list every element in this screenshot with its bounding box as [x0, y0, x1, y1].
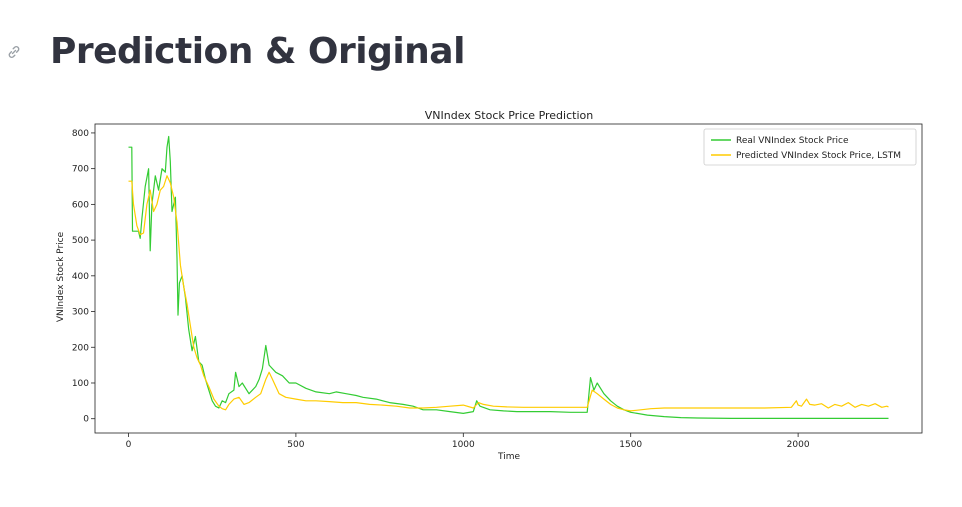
legend-label-predicted: Predicted VNIndex Stock Price, LSTM — [736, 151, 901, 161]
y-tick-label-400: 400 — [72, 272, 89, 282]
legend-label-real: Real VNIndex Stock Price — [736, 136, 849, 146]
series-line-real — [128, 135, 889, 419]
stock-price-chart: VNIndex Stock Price Prediction 0 500 1000 1… — [56, 109, 923, 462]
y-axis-label: VNIndex Stock Price — [56, 231, 66, 322]
x-axis-label: Time — [497, 452, 520, 462]
chart-container: VNIndex Stock Price Prediction 0 500 1000 1… — [48, 102, 928, 472]
x-tick-label-1500: 1500 — [619, 440, 642, 450]
y-tick-label-500: 500 — [72, 236, 89, 246]
y-tick-label-0: 0 — [83, 415, 89, 425]
x-tick-label-1000: 1000 — [452, 440, 475, 450]
legend-box — [703, 128, 917, 166]
page-title: Prediction & Original — [50, 31, 465, 72]
y-tick-label-300: 300 — [72, 308, 89, 318]
link-icon[interactable] — [6, 44, 22, 60]
chart-title: VNIndex Stock Price Prediction — [425, 109, 593, 122]
y-tick-label-600: 600 — [72, 200, 89, 210]
y-tick-label-100: 100 — [72, 379, 89, 389]
x-tick-label-0: 0 — [126, 440, 132, 450]
plot-area: 0 500 1000 1500 2000 0 100 200 300 400 500 600 700 80… — [72, 123, 923, 450]
page-header: Prediction & Original — [0, 18, 962, 88]
x-tick-label-500: 500 — [287, 440, 304, 450]
x-tick-label-2000: 2000 — [787, 440, 810, 450]
axes-frame — [94, 123, 923, 434]
series-line-predicted — [128, 175, 889, 412]
y-tick-label-800: 800 — [72, 129, 89, 139]
y-tick-label-200: 200 — [72, 343, 89, 353]
y-tick-label-700: 700 — [72, 165, 89, 175]
